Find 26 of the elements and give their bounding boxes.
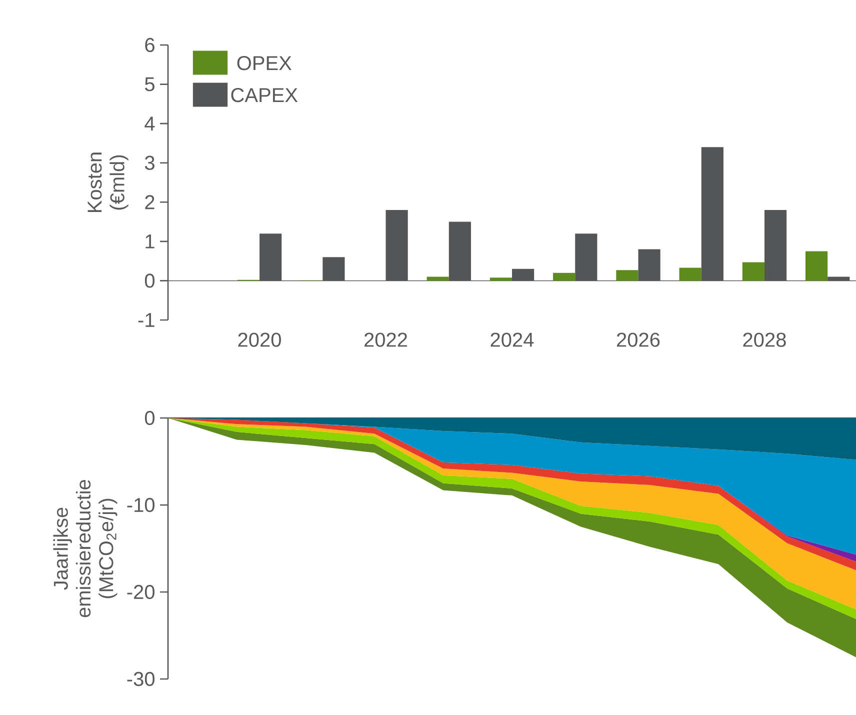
y-tick-label: -30	[127, 672, 154, 686]
y-tick-label: 4	[144, 116, 155, 130]
y-tick-label: 2	[145, 195, 154, 210]
y-tick-label: 5	[144, 77, 154, 92]
bar	[490, 278, 512, 281]
x-tick-label: 2028	[743, 332, 786, 347]
y-tick-label: -1	[138, 313, 154, 327]
y-tick-label: -10	[127, 498, 154, 512]
x-tick-label: 2020	[238, 332, 281, 347]
bar	[616, 270, 638, 281]
y-tick-label: 3	[144, 156, 154, 170]
bar	[679, 268, 702, 281]
y-tick-label: -20	[127, 584, 154, 600]
x-tick-label: 2022	[364, 332, 407, 347]
y-tick-label: 0	[144, 274, 154, 288]
y-axis-title: Kosten (€mld)	[88, 152, 128, 212]
bar	[806, 251, 828, 281]
y-tick-label: 1	[146, 234, 154, 248]
legend-label: OPEX	[237, 56, 292, 70]
y-tick-label: 6	[145, 38, 154, 52]
legend-label: CAPEX	[231, 88, 298, 102]
x-tick-label: 2026	[616, 332, 660, 347]
bar	[553, 272, 576, 281]
bar	[742, 262, 764, 281]
x-tick-label: 2024	[490, 332, 534, 347]
y-tick-label: 0	[144, 410, 154, 426]
